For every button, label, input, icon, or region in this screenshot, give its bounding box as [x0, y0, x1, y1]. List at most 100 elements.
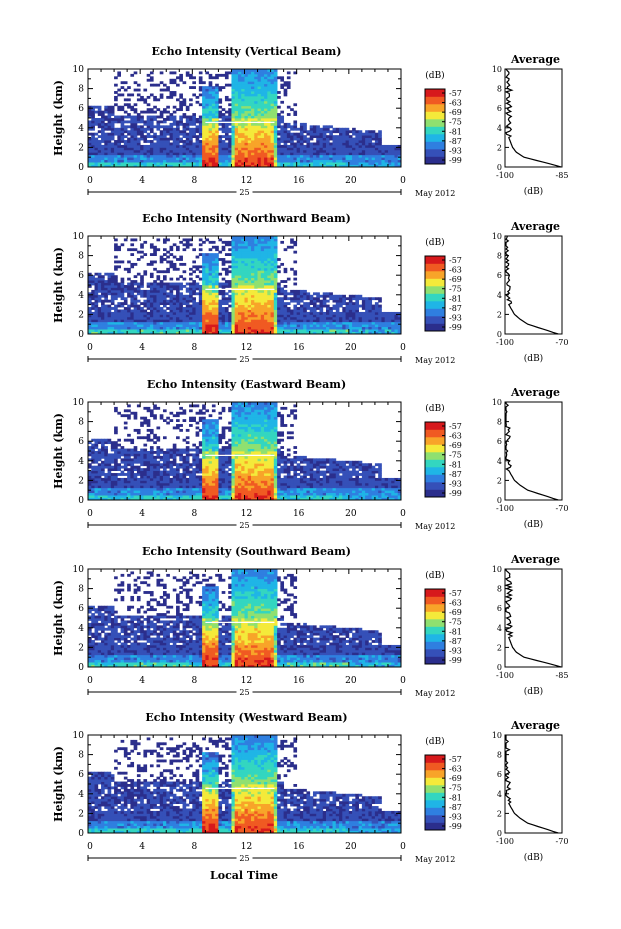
heatmap-cell [117, 88, 121, 92]
heatmap-cell [260, 118, 265, 121]
heatmap-cell [159, 71, 164, 75]
heatmap-cell [286, 302, 291, 305]
heatmap-cell [149, 142, 154, 146]
heatmap-cell [251, 88, 255, 92]
heatmap-cell [133, 311, 138, 315]
heatmap-cell [342, 154, 346, 158]
heatmap-cell [205, 159, 210, 163]
heatmap-cell [368, 319, 373, 323]
heatmap-cell [326, 152, 330, 156]
heatmap-cell [277, 282, 281, 286]
heatmap-cell [251, 149, 255, 153]
heatmap-cell [322, 127, 327, 131]
heatmap-cell [231, 262, 236, 266]
heatmap-cell [273, 309, 278, 313]
heatmap-cell [156, 157, 161, 161]
heatmap-cell [348, 157, 353, 161]
heatmap-cell [133, 309, 138, 313]
heatmap-cell [241, 137, 245, 141]
heatmap-cell [365, 135, 369, 138]
heatmap-cell [260, 289, 265, 293]
heatmap-cell [221, 73, 226, 77]
heatmap-cell [117, 144, 121, 148]
heatmap-cell [361, 326, 366, 330]
heatmap-cell [140, 159, 144, 163]
heatmap-cell [342, 140, 346, 143]
heatmap-cell [231, 159, 236, 163]
heatmap-cell [114, 162, 118, 165]
heatmap-cell [156, 142, 161, 146]
heatmap-cell [110, 497, 115, 501]
heatmap-cell [293, 135, 298, 138]
heatmap-cell [247, 135, 252, 138]
heatmap-cell [172, 265, 177, 269]
y-tick-label: 10 [73, 232, 85, 242]
heatmap-cell [202, 316, 206, 320]
heatmap-cell [296, 302, 301, 305]
heatmap-cell [273, 127, 278, 131]
heatmap-cells [88, 69, 402, 168]
heatmap-cell [146, 149, 151, 153]
heatmap-cell [218, 272, 223, 276]
heatmap-cell [244, 88, 249, 92]
heatmap-cell [339, 299, 343, 303]
heatmap-cell [117, 149, 121, 153]
heatmap-cell [319, 127, 324, 131]
heatmap-cell [117, 482, 121, 486]
heatmap-cell [107, 477, 112, 481]
heatmap-cell [202, 164, 206, 168]
heatmap-cell [94, 118, 99, 121]
heatmap-cell [241, 125, 245, 129]
heatmap-cell [237, 108, 242, 112]
heatmap-cell [299, 299, 304, 303]
heatmap-cell [169, 115, 174, 119]
heatmap-cell [94, 307, 99, 310]
heatmap-cell [221, 324, 226, 328]
heatmap-cell [267, 253, 271, 256]
colorbar-tick-label: -93 [449, 146, 462, 155]
panel-title: Echo Intensity (Eastward Beam) [147, 378, 346, 391]
heatmap-cell [195, 307, 200, 310]
heatmap-cell [303, 324, 307, 328]
heatmap-cell [202, 297, 206, 301]
heatmap-cell [299, 142, 304, 146]
heatmap-cell [257, 324, 262, 328]
heatmap-cell [352, 304, 356, 308]
heatmap-cell [277, 130, 281, 134]
heatmap-cell [185, 135, 190, 138]
heatmap-cell [312, 304, 317, 308]
heatmap-cell [136, 142, 141, 146]
heatmap-cell [185, 311, 190, 315]
heatmap-cell [110, 480, 115, 484]
heatmap-cell [247, 71, 252, 75]
heatmap-cell [254, 270, 258, 274]
heatmap-cell [104, 287, 108, 291]
heatmap-cell [136, 157, 141, 161]
heatmap-cell [218, 147, 223, 151]
heatmap-cell [146, 294, 151, 298]
colorbar-swatch [425, 141, 445, 150]
heatmap-cell [374, 311, 379, 315]
heatmap-cell [355, 147, 360, 151]
heatmap-cell [270, 137, 275, 141]
heatmap-cell [316, 140, 320, 143]
heatmap-cell [329, 157, 333, 161]
heatmap-cell [130, 108, 135, 112]
heatmap-cell [114, 144, 118, 148]
heatmap-cell [244, 159, 249, 163]
heatmap-cell [91, 460, 95, 464]
heatmap-cell [257, 118, 262, 121]
heatmap-cell [264, 86, 268, 89]
heatmap-cell [179, 103, 183, 107]
heatmap-cell [169, 329, 174, 332]
heatmap-cell [270, 260, 275, 264]
heatmap-cell [136, 299, 141, 303]
heatmap-cell [192, 162, 196, 165]
heatmap-cell [97, 324, 102, 328]
heatmap-cell [97, 147, 102, 151]
heatmap-cell [257, 331, 262, 335]
heatmap-cell [352, 314, 356, 318]
heatmap-cell [293, 250, 298, 254]
heatmap-cell [224, 125, 229, 129]
heatmap-cell [143, 324, 148, 328]
